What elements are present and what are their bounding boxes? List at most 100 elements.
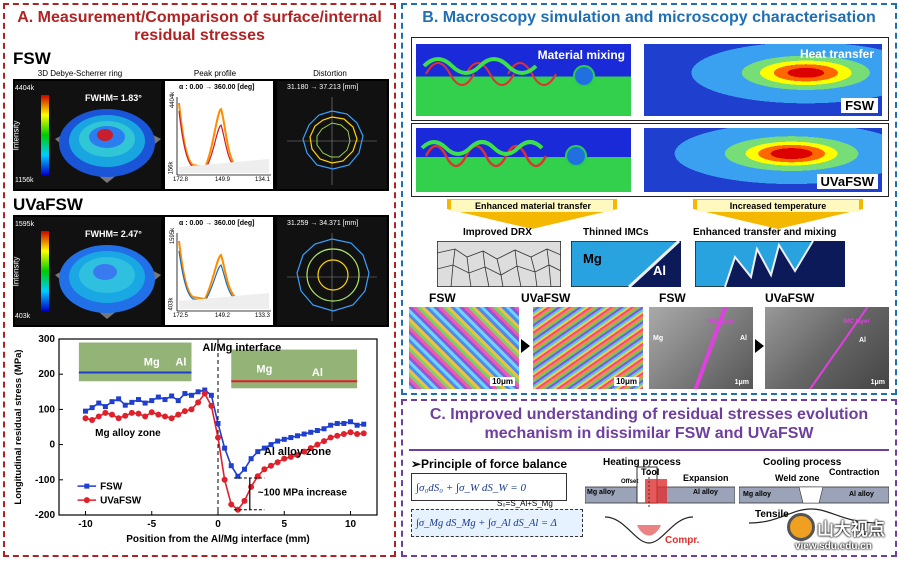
uvafsw-ring-3d [55,245,161,319]
panel-b-title: B. Macroscopy simulation and microscopy … [422,9,876,26]
increased-temperature-arrow [693,199,863,229]
fsw-data-point [155,394,161,400]
inset-mg-label: Mg [144,356,160,368]
y-tick-label: 200 [38,369,55,380]
uvafsw-peak-x2: 133.3 [255,313,271,319]
uvafsw-mixing-swirls [420,140,587,168]
legend-marker-uvafsw [83,497,90,504]
panel-a-title-line2: residual stresses [134,27,265,44]
sketch-al: Al [653,263,666,278]
fsw-data-point [102,404,108,410]
fsw-data-point [328,422,334,428]
panel-a-title-line1: A. Measurement/Comparison of surface/int… [17,9,382,26]
cooling-process-label: Cooling process [763,457,842,468]
fsw-sem-scale: 1μm [734,379,749,386]
fsw-colorbar [41,95,49,175]
uvafsw-peak-curve [176,233,271,312]
uvafsw-distortion-rings [287,233,377,321]
fsw-data-point [182,391,188,397]
fsw-data-point [189,392,194,398]
x-tick-label: 5 [281,519,287,530]
fsw-data-point [334,420,340,426]
x-axis-label: Position from the Al/Mg interface (mm) [126,534,310,545]
uvafsw-data-point [248,483,255,490]
legend-label-uvafsw: UVaFSW [100,496,142,507]
cooling-al-alloy: Al alloy [849,491,874,498]
panel-c-divider [409,449,889,451]
uvafsw-data-point [188,406,195,413]
uvafsw-data-point [95,413,102,420]
heating-mg-alloy: Mg alloy [587,489,616,496]
uvafsw-data-point [181,408,188,415]
improved-drx-label: Improved DRX [463,227,532,238]
fsw-data-point [268,442,274,448]
fsw-data-point [295,433,300,439]
offset-label: Offset [621,479,639,485]
uvafsw-data-point [155,411,162,418]
ebsd-arrow-icon [521,339,530,353]
legend-label-fsw: FSW [100,482,123,493]
fsw-data-point [222,445,228,451]
uvafsw-peak-x0: 172.5 [173,313,189,319]
heating-schematic [585,465,735,544]
uvafsw-data-point [347,429,354,436]
uvafsw-peak-x1: 149.2 [215,313,231,319]
mg-zone-label: Mg alloy zone [95,428,161,439]
fsw-data-point [202,387,208,393]
uvafsw-data-point [115,415,122,422]
fsw-data-point [109,399,115,405]
panel-a-title: A. Measurement/Comparison of surface/int… [5,9,394,45]
uvafsw-data-point [334,432,341,439]
fsw-data-point [129,399,135,405]
sketch-mg: Mg [583,251,602,266]
legend-marker-fsw [84,483,90,489]
uvafsw-data-point [281,455,288,462]
fsw-peak-ymin: 156k [168,161,175,175]
uvafsw-peak-plot: α : 0.00 → 360.00 [deg] 1595k 403k 172.5… [165,217,273,325]
compr-label: Compr. [665,535,700,546]
uvafsw-ring-plot: 1595k 403k Intensity FWHM= 2.47° [11,217,161,325]
fsw-distortion-rings [287,97,377,185]
fsw-heat-transfer-label: Heat transfer [799,47,874,61]
x-tick-label: -5 [147,519,156,530]
y-tick-label: -200 [35,510,55,521]
uvafsw-data-point [261,466,268,473]
fsw-measurement-strip: 4404k 1156k Intensity FWHM= 1.83° α : 0.… [11,79,389,191]
fsw-data-point [228,463,234,469]
fsw-data-point [215,420,221,426]
uvafsw-distortion-range: 31.259 → 34.371 [mm] [287,220,359,227]
uvafsw-data-point [175,411,182,418]
fsw-ebsd-map: 10μm [409,307,519,389]
uvafsw-data-point [201,390,208,397]
equation-2: ∫σ_Mg dS_Mg + ∫σ_Al dS_Al = Δ [411,509,583,537]
fsw-data-point [242,466,247,472]
uvafsw-data-point [135,410,142,417]
uvafsw-data-point [327,434,334,441]
uvafsw-distortion-plot: 31.259 → 34.371 [mm] [277,217,387,325]
uvafsw-sem-scale: 1μm [870,379,885,386]
uvafsw-data-point [301,448,308,455]
uvafsw-data-point [102,409,109,416]
fsw-data-point [361,421,367,427]
residual-stress-chart: Mg Al Mg Al Al/Mg interface -10 -5 0 5 10 -200 -100… [9,331,393,553]
fsw-data-point [162,397,168,403]
fsw-ring-3d [55,109,161,183]
uvafsw-intensity-min: 403k [15,313,31,320]
uvafsw-data-point [128,409,135,416]
residual-stress-svg: Mg Al Mg Al Al/Mg interface -10 -5 0 5 10 -200 -100… [13,334,378,545]
tool-label: Tool [641,467,660,477]
fsw-distortion-plot: 31.180 → 37.213 [mm] [277,81,387,189]
uvafsw-material-mixing-map [416,128,631,192]
force-balance-principle: ➢Principle of force balance [411,457,568,471]
uvafsw-data-point [82,415,89,422]
equation-area: S₀=S_Al+S_Mg [497,499,553,508]
fsw-data-point [255,449,261,455]
fsw-data-point [261,445,267,451]
fsw-data-point [149,398,155,404]
contraction-label: Contraction [829,467,880,477]
panel-c-title: C. Improved understanding of residual st… [403,405,895,443]
enhanced-material-transfer-label: Enhanced material transfer [474,201,592,211]
sem-arrow-icon [755,339,764,353]
uvafsw-colorbar [41,231,49,311]
thinned-imcs-label: Thinned IMCs [583,227,649,238]
